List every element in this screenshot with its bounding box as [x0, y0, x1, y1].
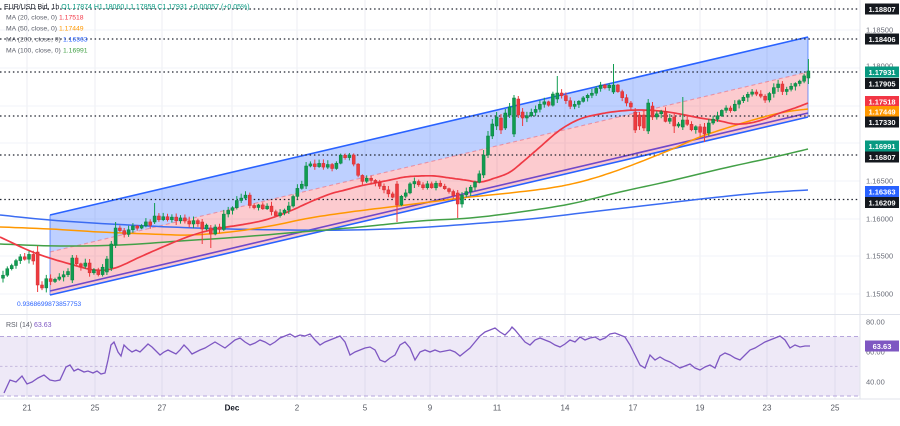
svg-text:1.18000: 1.18000 [866, 62, 893, 71]
svg-text:Dec: Dec [225, 404, 240, 413]
svg-text:MA (20, close, 0) 1.17518: MA (20, close, 0) 1.17518 [6, 15, 84, 22]
svg-text:9: 9 [428, 404, 433, 413]
svg-text:14: 14 [561, 404, 570, 413]
svg-text:MA (50, close, 0) 1.17449: MA (50, close, 0) 1.17449 [6, 26, 84, 33]
svg-text:1.17330: 1.17330 [868, 118, 895, 127]
svg-text:1.16000: 1.16000 [866, 215, 893, 224]
svg-text:MA (100, close, 0) 1.16991: MA (100, close, 0) 1.16991 [6, 48, 88, 55]
svg-text:25: 25 [91, 404, 100, 413]
svg-text:21: 21 [23, 404, 32, 413]
svg-text:1.15000: 1.15000 [866, 290, 893, 299]
svg-text:17: 17 [629, 404, 638, 413]
svg-text:1.18500: 1.18500 [866, 26, 893, 35]
svg-text:60.00: 60.00 [866, 348, 885, 357]
svg-text:1.18807: 1.18807 [868, 5, 895, 14]
svg-text:1.16209: 1.16209 [868, 198, 895, 207]
svg-text:EUR/USD Bid, 1h O1.17874 H1.1: EUR/USD Bid, 1h O1.17874 H1.18060 L1.178… [4, 4, 250, 11]
svg-text:5: 5 [363, 404, 368, 413]
svg-text:80.00: 80.00 [866, 318, 885, 327]
svg-text:63.63: 63.63 [873, 342, 892, 351]
svg-text:23: 23 [763, 404, 772, 413]
svg-text:25: 25 [831, 404, 840, 413]
svg-text:1.17449: 1.17449 [868, 107, 895, 116]
svg-text:1.17905: 1.17905 [868, 79, 895, 88]
svg-text:MA (200, close, 0) 1.16363: MA (200, close, 0) 1.16363 [6, 37, 88, 44]
svg-text:1.16500: 1.16500 [866, 177, 893, 186]
svg-text:RSI (14) 63.63: RSI (14) 63.63 [6, 322, 52, 329]
svg-text:19: 19 [696, 404, 705, 413]
svg-text:1.17518: 1.17518 [868, 97, 895, 106]
svg-text:1.15500: 1.15500 [866, 252, 893, 261]
svg-text:1.18406: 1.18406 [868, 35, 895, 44]
svg-text:27: 27 [158, 404, 167, 413]
svg-text:40.00: 40.00 [866, 378, 885, 387]
svg-text:1.16363: 1.16363 [868, 187, 895, 196]
svg-text:1.16991: 1.16991 [868, 142, 895, 151]
svg-text:1.16807: 1.16807 [868, 153, 895, 162]
svg-text:1.17931: 1.17931 [868, 68, 895, 77]
svg-text:2: 2 [295, 404, 300, 413]
svg-text:0.9368699873857753: 0.9368699873857753 [17, 301, 82, 308]
svg-text:11: 11 [493, 404, 502, 413]
